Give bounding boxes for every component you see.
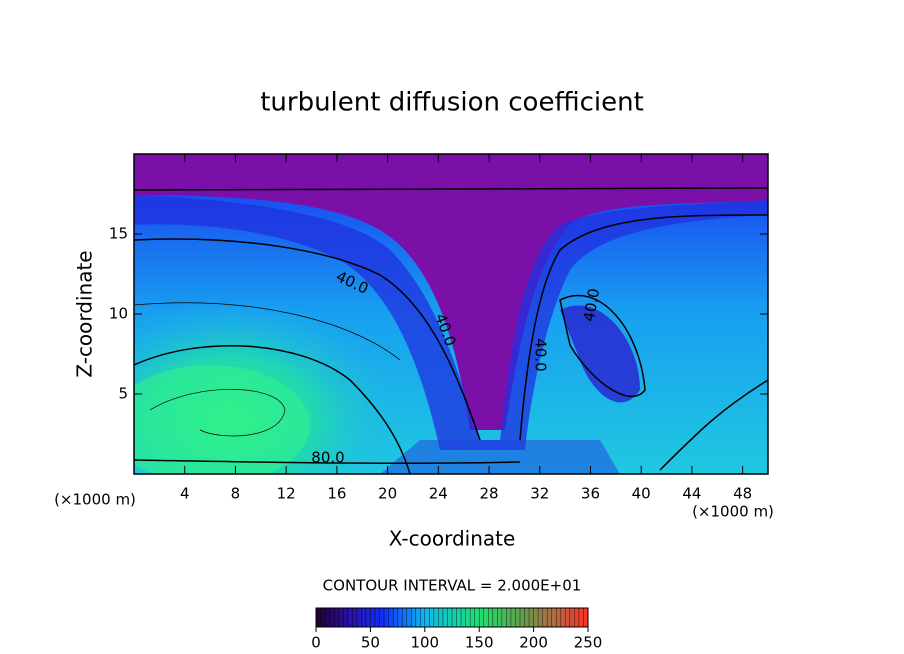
x-tick-label: 36 bbox=[581, 485, 600, 503]
colorbar-tick-label: 100 bbox=[410, 634, 439, 652]
x-tick-label: 40 bbox=[632, 485, 651, 503]
y-tick-label: 10 bbox=[109, 305, 128, 323]
axis-unit: (×1000 m) bbox=[54, 491, 136, 509]
y-axis-label: Z-coordinate bbox=[73, 250, 97, 377]
contour-label: 40.0 bbox=[580, 287, 604, 323]
x-tick-label: 32 bbox=[530, 485, 549, 503]
x-tick-label: 4 bbox=[180, 485, 190, 503]
contour-label: 40.0 bbox=[532, 338, 550, 371]
y-tick-label: 5 bbox=[118, 385, 128, 403]
x-tick-label: 44 bbox=[682, 485, 701, 503]
x-tick-label: 24 bbox=[429, 485, 448, 503]
colorbar-tick-label: 150 bbox=[465, 634, 494, 652]
contour-label: 80.0 bbox=[311, 449, 344, 467]
y-tick-label: 15 bbox=[109, 225, 128, 243]
field bbox=[134, 154, 768, 474]
contour-interval: CONTOUR INTERVAL = 2.000E+01 bbox=[323, 577, 582, 595]
x-tick-label: 8 bbox=[231, 485, 241, 503]
x-tick-label: 20 bbox=[378, 485, 397, 503]
axis-unit: (×1000 m) bbox=[692, 503, 774, 521]
colorbar-tick-label: 200 bbox=[519, 634, 548, 652]
colorbar-tick-label: 0 bbox=[311, 634, 321, 652]
x-tick-label: 12 bbox=[277, 485, 296, 503]
x-tick-label: 16 bbox=[327, 485, 346, 503]
x-axis-label: X-coordinate bbox=[389, 527, 516, 551]
x-tick-label: 48 bbox=[733, 485, 752, 503]
colorbar-tick-label: 250 bbox=[574, 634, 603, 652]
x-tick-label: 28 bbox=[479, 485, 498, 503]
colorbar-tick-label: 50 bbox=[361, 634, 380, 652]
chart-title: turbulent diffusion coefficient bbox=[260, 88, 644, 118]
